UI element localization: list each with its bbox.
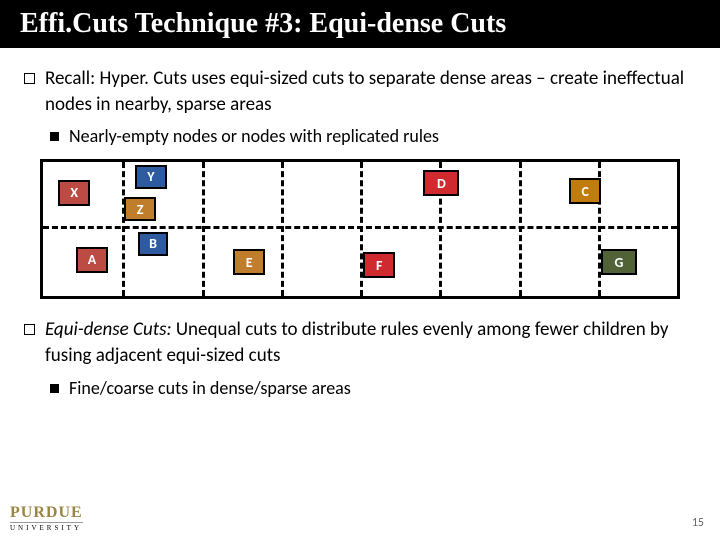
vertical-cut bbox=[122, 162, 125, 296]
block-d: D bbox=[423, 170, 459, 196]
page-title: Effi.Cuts Technique #3: Equi-dense Cuts bbox=[20, 8, 720, 40]
bullet-2-italic: Equi-dense Cuts: bbox=[45, 318, 172, 341]
bullet-1-text: Recall: Hyper. Cuts uses equi-sized cuts… bbox=[45, 66, 696, 117]
block-e: E bbox=[233, 249, 265, 275]
page-number: 15 bbox=[692, 516, 704, 530]
diagram: X YZ D C A B E F G bbox=[40, 159, 680, 299]
vertical-cut bbox=[202, 162, 205, 296]
block-c: C bbox=[569, 178, 601, 204]
block-y: Y bbox=[135, 165, 167, 189]
sub-bullet-1-text: Nearly-empty nodes or nodes with replica… bbox=[69, 125, 439, 147]
vertical-cut bbox=[281, 162, 284, 296]
block-g: G bbox=[601, 249, 637, 275]
block-z: Z bbox=[124, 197, 156, 221]
block-b: B bbox=[138, 232, 168, 256]
bullet-1: Recall: Hyper. Cuts uses equi-sized cuts… bbox=[24, 66, 696, 117]
bullet-2-text: Equi-dense Cuts: Unequal cuts to distrib… bbox=[45, 317, 696, 368]
sub-bullet-2: Fine/coarse cuts in dense/sparse areas bbox=[50, 377, 696, 399]
title-bar: Effi.Cuts Technique #3: Equi-dense Cuts bbox=[0, 0, 720, 48]
sub-square-icon bbox=[50, 384, 59, 393]
sub-square-icon bbox=[50, 132, 59, 141]
bullet-square-icon bbox=[24, 73, 35, 84]
bullet-2: Equi-dense Cuts: Unequal cuts to distrib… bbox=[24, 317, 696, 368]
bullet-square-icon bbox=[24, 324, 35, 335]
block-a: A bbox=[76, 247, 108, 273]
sub-bullet-2-text: Fine/coarse cuts in dense/sparse areas bbox=[69, 377, 351, 399]
sub-bullet-1: Nearly-empty nodes or nodes with replica… bbox=[50, 125, 696, 147]
block-f: F bbox=[363, 252, 395, 278]
block-x: X bbox=[58, 180, 90, 206]
purdue-logo: PURDUE UNIVERSITY bbox=[10, 504, 83, 532]
vertical-cut bbox=[519, 162, 522, 296]
logo-top: PURDUE bbox=[10, 504, 83, 522]
content-area: Recall: Hyper. Cuts uses equi-sized cuts… bbox=[0, 48, 720, 399]
logo-bottom: UNIVERSITY bbox=[10, 522, 83, 532]
